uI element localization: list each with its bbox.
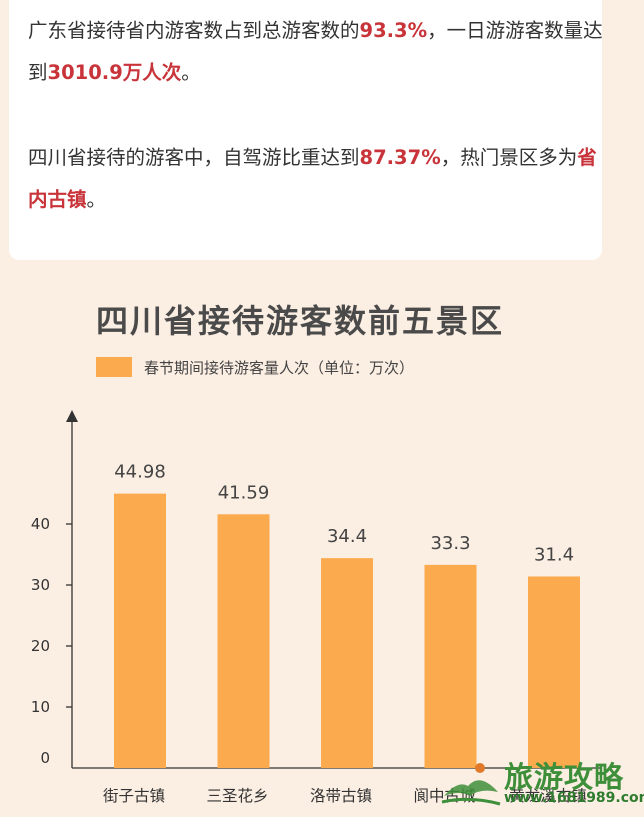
watermark-logo: 旅游攻略 www.1681989.com: [440, 752, 644, 814]
y-tick-label: 30: [31, 576, 50, 594]
highlight-value: 93.3%: [359, 19, 428, 42]
y-tick-label: 0: [40, 749, 50, 767]
chart-legend: 春节期间接待游客量人次（单位：万次）: [96, 356, 414, 378]
summary-text: 四川省接待的游客中，自驾游比重达到: [28, 146, 360, 169]
bar-value-label: 41.59: [218, 482, 270, 503]
y-tick-label: 40: [31, 515, 50, 533]
summary-paragraph-guangdong: 广东省接待省内游客数占到总游客数的93.3%，一日游游客数量达到3010.9万人…: [28, 10, 608, 94]
category-label: 街子古镇: [103, 787, 165, 805]
bar-5: [528, 576, 580, 768]
summary-paragraph-sichuan: 四川省接待的游客中，自驾游比重达到87.37%，热门景区多为省内古镇。: [28, 137, 608, 221]
bar-value-label: 31.4: [534, 544, 574, 565]
summary-text: 。: [181, 61, 201, 84]
watermark-brand: 旅游攻略: [504, 760, 625, 794]
highlight-value: 87.37%: [359, 146, 441, 169]
bar-4: [424, 564, 477, 768]
summary-text: ，一日游游客数量达到: [28, 19, 603, 84]
summary-text: 广东省接待省内游客数占到总游客数的: [28, 19, 360, 42]
bar-2: [217, 514, 270, 768]
bar-3: [321, 558, 373, 768]
bar-1: [114, 493, 166, 768]
legend-label: 春节期间接待游客量人次（单位：万次）: [144, 358, 415, 377]
summary-card: [9, 0, 602, 260]
category-label: 三圣花乡: [206, 787, 268, 805]
summary-text: ，热门景区多为: [440, 146, 578, 169]
legend-swatch: [96, 357, 132, 377]
bar-value-label: 33.3: [430, 533, 470, 554]
category-label: 黄龙溪古镇: [509, 787, 587, 805]
highlight-value: 3010.9万人次: [47, 61, 182, 84]
watermark-url: www.1681989.com: [504, 790, 644, 806]
bar-value-label: 34.4: [327, 526, 367, 547]
summary-text: 。: [86, 188, 107, 211]
bar-value-label: 44.98: [114, 462, 166, 483]
mountain-logo-icon: [441, 763, 501, 806]
y-tick-label: 20: [31, 637, 50, 655]
y-tick-label: 10: [31, 698, 50, 716]
highlight-value: 省内古镇: [28, 146, 597, 211]
y-axis-arrow-icon: [66, 410, 78, 422]
category-label: 洛带古镇: [310, 787, 372, 805]
chart-title: 四川省接待游客数前五景区: [95, 302, 504, 340]
